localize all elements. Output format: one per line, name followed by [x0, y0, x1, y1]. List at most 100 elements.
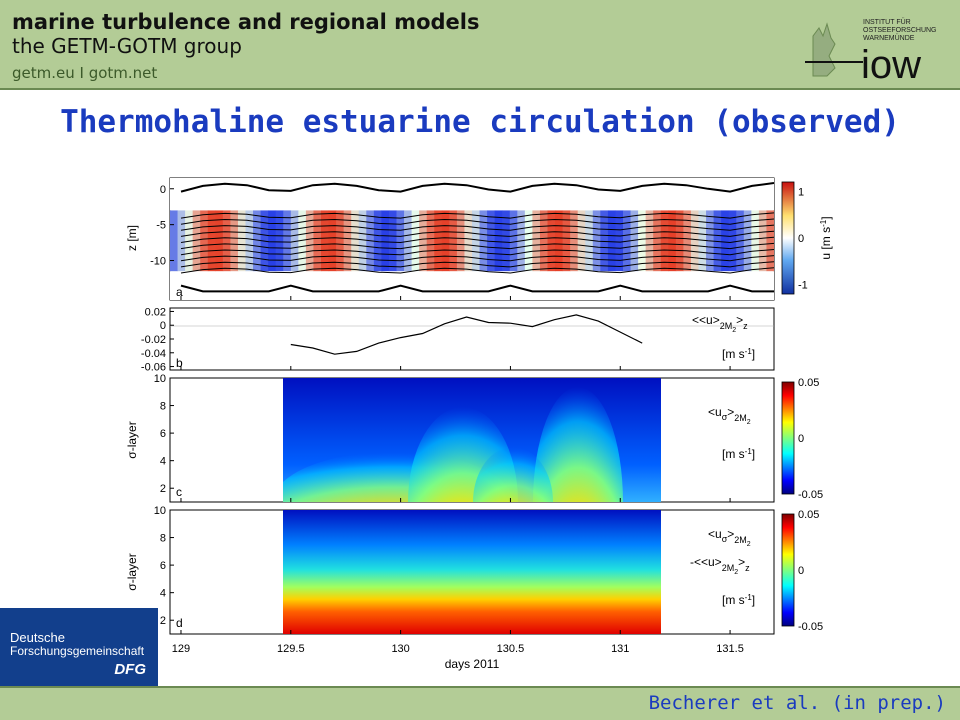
panel-c-letter: c [176, 485, 182, 499]
u-band [653, 210, 662, 272]
panel-a-blank-top [170, 178, 774, 211]
u-band [675, 210, 684, 272]
x-tick-label: 130 [391, 643, 409, 655]
tick-label: 4 [160, 588, 166, 600]
u-band [464, 210, 473, 272]
colorbar-a [781, 181, 795, 295]
tick-label: -0.06 [141, 362, 166, 374]
x-tick-label: 131.5 [716, 643, 744, 655]
x-tick-label: 131 [611, 643, 629, 655]
panel-c-unit: [m s-1] [722, 447, 755, 461]
u-band [411, 210, 420, 272]
tick-label: 4 [160, 456, 166, 468]
tick-label: -5 [156, 220, 166, 232]
tick-label: 2 [160, 615, 166, 627]
website-links[interactable]: getm.eu I gotm.net [12, 64, 158, 82]
u-band [630, 210, 639, 272]
tick-label: 8 [160, 401, 166, 413]
panel-b-frame [169, 307, 775, 371]
u-band [313, 210, 322, 272]
panel-d-unit: [m s-1] [722, 593, 755, 607]
u-band [472, 210, 481, 272]
u-band [343, 210, 352, 272]
u-band [192, 210, 201, 272]
u-band [388, 210, 398, 272]
isoline [180, 267, 774, 274]
u-band [683, 210, 692, 272]
isoline [180, 224, 774, 231]
panel-d-field [283, 510, 661, 634]
dfg-logo: Deutsche Forschungsgemeinschaft DFG [0, 608, 158, 686]
u-band [487, 210, 496, 272]
u-band [494, 210, 503, 272]
panel-d-legend-2: -<<u>2M2>z [690, 555, 750, 576]
isoline [180, 242, 774, 250]
isoline [180, 236, 774, 244]
isoline [180, 261, 774, 268]
panel-b-letter: b [176, 356, 183, 370]
u-band [456, 210, 466, 272]
u-band [222, 210, 231, 272]
colorbar-tick-label: 0 [798, 233, 804, 245]
tick-label: 2 [160, 483, 166, 495]
tick-label: 0.02 [145, 306, 166, 318]
u-band [441, 210, 450, 272]
u-band [766, 210, 774, 272]
u-band [381, 210, 390, 272]
colorbar-tick-label: 1 [798, 186, 804, 198]
u-band [600, 210, 609, 272]
u-band [728, 210, 737, 272]
u-band [298, 210, 307, 272]
u-band [660, 210, 669, 272]
u-band [668, 210, 677, 272]
colorbar-tick-label: -1 [798, 280, 808, 292]
u-band [336, 210, 345, 272]
isoline [180, 249, 774, 256]
tick-label: 10 [154, 373, 166, 385]
x-tick-label: 130.5 [497, 643, 525, 655]
u-band [237, 210, 247, 272]
u-band [328, 210, 337, 272]
isoline [180, 255, 774, 262]
u-band [321, 210, 330, 272]
panel-b-legend: <<u>2M2>z [692, 313, 748, 334]
isoline [180, 218, 774, 225]
u-band [585, 210, 594, 272]
isoline [180, 212, 774, 219]
header-divider [0, 88, 960, 90]
u-band [200, 210, 209, 272]
dfg-line-3: DFG [114, 661, 146, 678]
u-band [305, 210, 315, 272]
panel-d-legend-1: <uσ>2M2 [708, 527, 751, 548]
tick-label: 6 [160, 560, 166, 572]
series-line [290, 314, 643, 355]
isoline [180, 182, 774, 193]
colorbar-tick-label: 0 [798, 565, 804, 577]
x-tick-label: 129.5 [277, 643, 305, 655]
u-band [524, 210, 533, 272]
u-band [638, 210, 647, 272]
panel-c-field [283, 378, 661, 502]
u-band [373, 210, 382, 272]
u-band [743, 210, 752, 272]
x-tick-label: 129 [172, 643, 190, 655]
tick-label: 0 [160, 320, 166, 332]
u-band [170, 210, 179, 272]
u-band [358, 210, 367, 272]
logo-line-3: WARNEMÜNDE [863, 34, 915, 42]
u-band [426, 210, 435, 272]
tick-label: -0.04 [141, 348, 166, 360]
u-band [698, 210, 707, 272]
u-band [577, 210, 586, 272]
colorbar-d [781, 513, 795, 627]
dfg-line-2: Forschungsgemeinschaft [10, 644, 145, 658]
u-band [547, 210, 556, 272]
tick-label: 8 [160, 533, 166, 545]
org-subtitle: the GETM-GOTM group [12, 34, 242, 58]
u-band [615, 210, 624, 272]
isoline [180, 230, 774, 237]
tick-label: 0 [160, 184, 166, 196]
u-band [207, 210, 216, 272]
u-band [283, 210, 292, 272]
tick-label: -10 [150, 256, 166, 268]
